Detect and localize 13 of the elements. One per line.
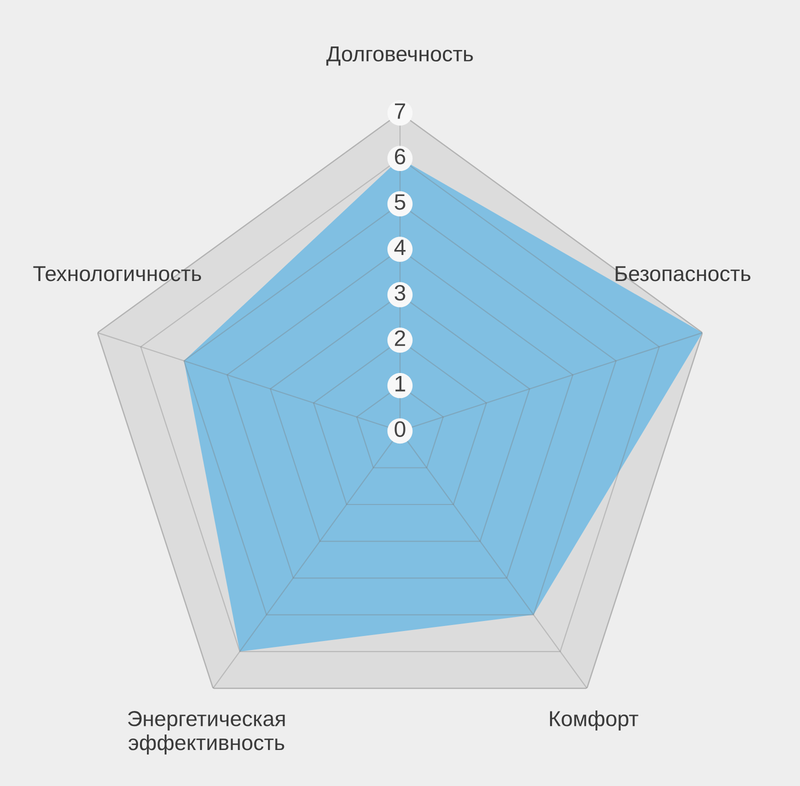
spoke-label: Технологичность <box>33 266 202 282</box>
y-tick-label: 3 <box>394 284 406 301</box>
spoke-label: Комфорт <box>550 710 638 731</box>
y-tick-label: 4 <box>394 240 406 256</box>
y-tick-label: 6 <box>394 148 406 164</box>
y-tick-label: 2 <box>394 330 406 346</box>
spoke-label: Энергетическая эффективность <box>128 711 285 755</box>
spoke-label: Безопасность <box>616 266 750 282</box>
y-tick-label: 5 <box>394 194 406 210</box>
spoke-label: Долговечность <box>326 46 473 66</box>
y-tick-label: 7 <box>394 103 406 119</box>
y-tick-label: 1 <box>396 376 406 392</box>
y-tick-label: 0 <box>394 421 406 437</box>
